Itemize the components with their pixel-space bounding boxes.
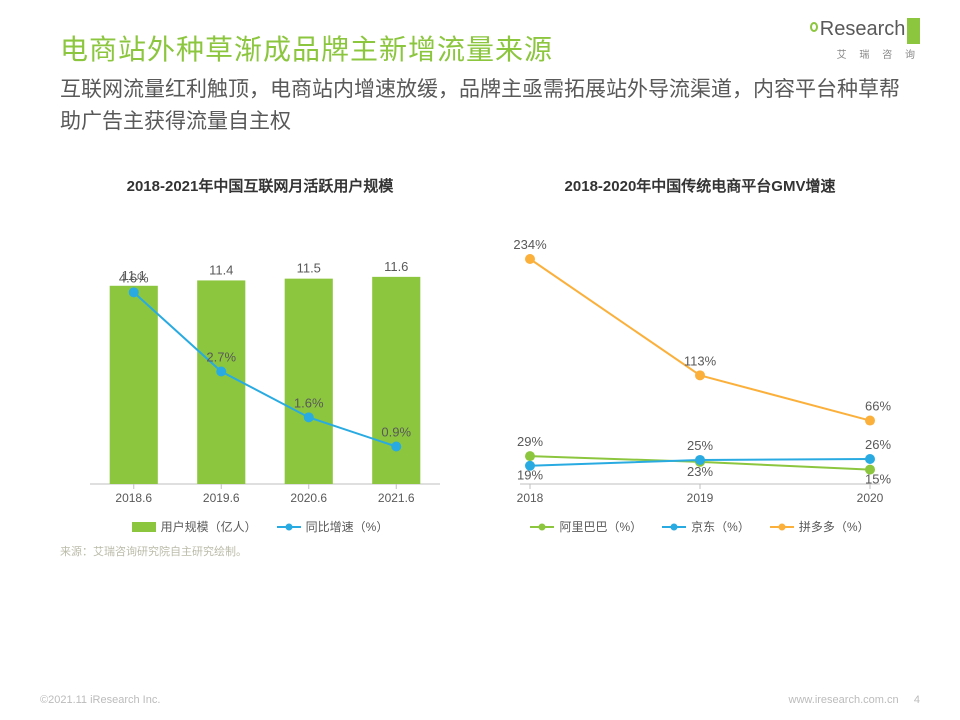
- svg-text:19%: 19%: [517, 468, 543, 483]
- left-chart: 2018-2021年中国互联网月活跃用户规模 2018.611.12019.61…: [50, 175, 470, 535]
- svg-text:15%: 15%: [865, 472, 891, 487]
- right-chart-legend: 阿里巴巴（%） 京东（%） 拼多多（%）: [490, 518, 910, 535]
- left-chart-title: 2018-2021年中国互联网月活跃用户规模: [50, 175, 470, 196]
- header: 电商站外种草渐成品牌主新增流量来源 互联网流量红利触顶，电商站内增速放缓，品牌主…: [0, 0, 960, 145]
- footer-copyright: ©2021.11 iResearch Inc.: [40, 694, 160, 706]
- footer: ©2021.11 iResearch Inc. www.iresearch.co…: [0, 694, 960, 706]
- svg-text:11.5: 11.5: [297, 261, 321, 276]
- svg-text:2019.6: 2019.6: [203, 491, 240, 505]
- svg-text:1.6%: 1.6%: [294, 395, 324, 410]
- svg-text:2018.6: 2018.6: [115, 491, 152, 505]
- source-note: 来源：艾瑞咨询研究院自主研究绘制。: [0, 535, 960, 559]
- svg-text:234%: 234%: [513, 237, 547, 252]
- svg-text:2021.6: 2021.6: [378, 491, 415, 505]
- left-chart-legend: 用户规模（亿人） 同比增速（%）: [50, 518, 470, 535]
- svg-text:0.9%: 0.9%: [381, 425, 411, 440]
- left-chart-svg: 2018.611.12019.611.42020.611.52021.611.6…: [50, 214, 470, 514]
- svg-text:66%: 66%: [865, 399, 891, 414]
- footer-url: www.iresearch.com.cn: [789, 694, 899, 706]
- legend-item: 拼多多（%）: [770, 518, 870, 535]
- brand-logo: Research 艾 瑞 咨 询: [810, 18, 920, 61]
- footer-page: 4: [914, 694, 920, 706]
- right-chart: 2018-2020年中国传统电商平台GMV增速 20182019202029%2…: [490, 175, 910, 535]
- legend-item: 用户规模（亿人）: [132, 518, 257, 535]
- legend-item: 京东（%）: [662, 518, 750, 535]
- svg-text:2020.6: 2020.6: [290, 491, 327, 505]
- svg-text:25%: 25%: [687, 438, 713, 453]
- legend-item: 阿里巴巴（%）: [530, 518, 642, 535]
- svg-text:2020: 2020: [857, 491, 884, 505]
- svg-text:23%: 23%: [687, 464, 713, 479]
- page-subtitle: 互联网流量红利触顶，电商站内增速放缓，品牌主亟需拓展站外导流渠道，内容平台种草帮…: [60, 74, 900, 137]
- logo-flag-icon: [907, 18, 920, 44]
- svg-text:11.4: 11.4: [209, 262, 233, 277]
- right-chart-title: 2018-2020年中国传统电商平台GMV增速: [490, 175, 910, 196]
- logo-dot-icon: [810, 22, 818, 32]
- legend-item: 同比增速（%）: [277, 518, 389, 535]
- svg-text:26%: 26%: [865, 437, 891, 452]
- svg-text:11.6: 11.6: [384, 259, 408, 274]
- svg-text:29%: 29%: [517, 434, 543, 449]
- charts-row: 2018-2021年中国互联网月活跃用户规模 2018.611.12019.61…: [0, 145, 960, 535]
- svg-text:4.6%: 4.6%: [119, 270, 149, 285]
- svg-text:2.7%: 2.7%: [206, 350, 236, 365]
- svg-text:113%: 113%: [684, 353, 717, 368]
- logo-subtext: 艾 瑞 咨 询: [810, 46, 920, 61]
- svg-text:2018: 2018: [517, 491, 544, 505]
- page-title: 电商站外种草渐成品牌主新增流量来源: [60, 28, 900, 68]
- svg-text:2019: 2019: [687, 491, 714, 505]
- logo-text: Research: [820, 18, 906, 41]
- right-chart-svg: 2018 2019 2020 29% 23% 15% 19% 25% 26% 234% 113% 66…: [490, 214, 910, 514]
